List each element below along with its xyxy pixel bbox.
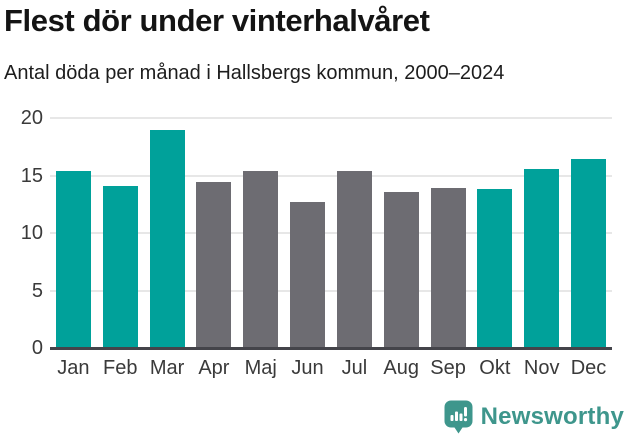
y-tick-label-0: 0: [31, 337, 43, 359]
bar-series: [50, 118, 612, 348]
bar-apr: [196, 182, 232, 348]
bar-jan: [55, 170, 91, 348]
bar-jul: [336, 170, 372, 348]
bar-slot-nov: [518, 118, 565, 348]
bar-mar: [149, 129, 185, 348]
x-tick-label-sep: Sep: [430, 357, 466, 379]
bar-slot-dec: [565, 118, 612, 348]
x-tick-label-jun: Jun: [291, 357, 324, 379]
plot-area: [50, 117, 612, 350]
x-tick-label-dec: Dec: [570, 357, 607, 379]
x-tick-label-apr: Apr: [198, 357, 230, 379]
bar-slot-sep: [425, 118, 472, 348]
y-tick-label-5: 5: [31, 279, 43, 302]
bar-slot-jul: [331, 118, 378, 348]
bar-slot-jun: [284, 118, 331, 348]
x-tick-label-mar: Mar: [149, 357, 185, 379]
y-axis: 0 5 10 15 20: [0, 108, 43, 358]
bar-slot-jan: [50, 118, 97, 348]
x-tick-label-aug: Aug: [383, 357, 419, 379]
newsworthy-wordmark: Newsworthy: [480, 403, 624, 430]
bar-slot-okt: [471, 118, 518, 348]
bar-dec: [571, 159, 607, 348]
x-tick-label-jul: Jul: [341, 357, 368, 379]
bar-aug: [383, 191, 419, 348]
gridline-y-5: [50, 289, 612, 292]
x-tick-label-feb: Feb: [103, 357, 138, 379]
bar-sep: [430, 188, 466, 348]
bar-slot-maj: [237, 118, 284, 348]
gridline-y-20: [50, 117, 612, 119]
bar-maj: [243, 170, 279, 348]
x-tick-label-jan: Jan: [57, 357, 90, 379]
y-tick-label-15: 15: [20, 164, 43, 187]
x-tick-label-okt: Okt: [479, 357, 511, 379]
gridline-y-10: [50, 232, 612, 234]
bar-slot-feb: [97, 118, 144, 348]
bar-slot-aug: [378, 118, 425, 348]
y-tick-label-20: 20: [20, 107, 43, 129]
newsworthy-attribution[interactable]: Newsworthy: [444, 400, 624, 434]
gridline-y-15: [50, 174, 612, 177]
bar-nov: [524, 168, 560, 348]
bar-slot-mar: [144, 118, 191, 348]
bar-feb: [102, 185, 138, 348]
bar-jun: [290, 201, 326, 348]
chart-title: Flest dör under vinterhalvåret: [4, 3, 430, 38]
x-axis: Jan Feb Mar Apr Maj Jun Jul Aug Sep Okt Nov Dec: [50, 357, 612, 380]
chart-subtitle: Antal döda per månad i Hallsbergs kommun…: [4, 62, 505, 84]
x-tick-label-maj: Maj: [244, 357, 277, 379]
bar-slot-apr: [190, 118, 237, 348]
newsworthy-logo-icon: [444, 400, 473, 434]
x-tick-label-nov: Nov: [523, 357, 560, 379]
bar-okt: [477, 189, 513, 348]
y-tick-label-10: 10: [20, 222, 43, 244]
